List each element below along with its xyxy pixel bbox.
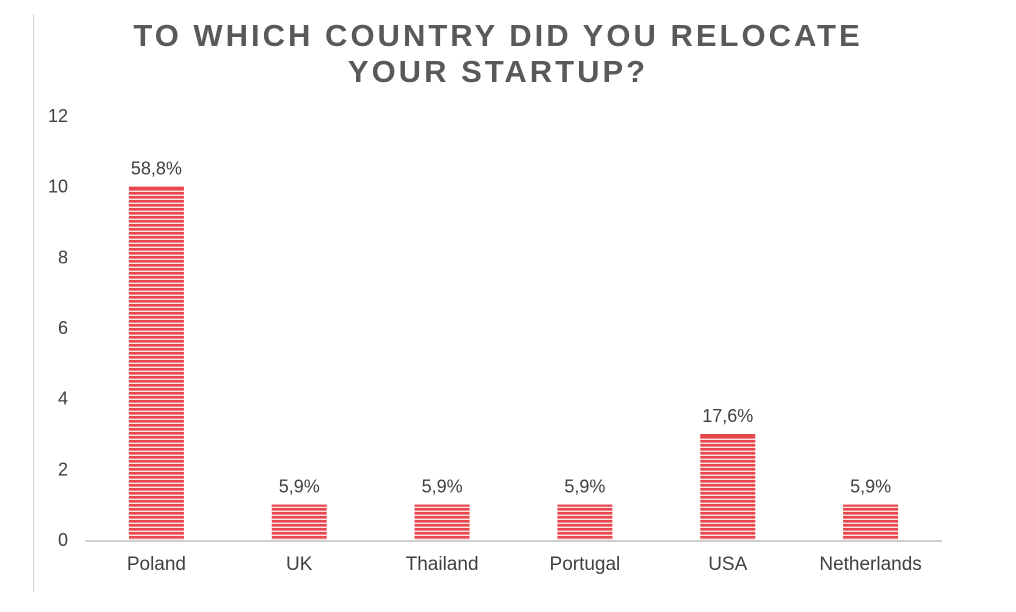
- x-tick-label-poland: Poland: [127, 554, 186, 575]
- bar-uk: [271, 504, 327, 540]
- y-tick-label-10: 10: [48, 177, 68, 197]
- chart-title-line-1: TO WHICH COUNTRY DID YOU RELOCATE: [133, 18, 863, 53]
- bar-top-edge-portugal: [557, 504, 613, 507]
- y-tick-label-4: 4: [58, 389, 68, 409]
- bar-top-edge-thailand: [414, 504, 470, 507]
- y-tick-label-0: 0: [58, 530, 68, 550]
- x-tick-label-portugal: Portugal: [550, 554, 621, 575]
- y-tick-label-2: 2: [58, 459, 68, 479]
- chart-title: TO WHICH COUNTRY DID YOU RELOCATE YOUR S…: [0, 18, 996, 90]
- y-tick-label-12: 12: [48, 106, 68, 126]
- data-label-poland: 58,8%: [131, 159, 182, 179]
- x-tick-label-thailand: Thailand: [406, 554, 479, 575]
- x-tick-label-netherlands: Netherlands: [819, 554, 921, 575]
- bars: 58,8% 5,9% 5,9% 5,9% 17,6% 5,9%: [128, 159, 899, 540]
- y-tick-label-6: 6: [58, 318, 68, 338]
- bar-portugal: [557, 504, 613, 540]
- data-label-uk: 5,9%: [279, 477, 320, 497]
- bar-top-edge-usa: [700, 434, 756, 436]
- x-tick-label-uk: UK: [286, 554, 313, 575]
- left-border-line: [33, 14, 34, 592]
- data-label-thailand: 5,9%: [422, 477, 463, 497]
- bar-usa: [700, 434, 756, 540]
- data-label-portugal: 5,9%: [564, 477, 605, 497]
- data-label-netherlands: 5,9%: [850, 477, 891, 497]
- y-axis: 0 2 4 6 8 10 12: [48, 106, 68, 550]
- y-tick-label-8: 8: [58, 247, 68, 267]
- bar-thailand: [414, 504, 470, 540]
- chart-title-line-2: YOUR STARTUP?: [347, 54, 649, 89]
- bar-top-edge-poland: [128, 186, 184, 189]
- x-axis: Poland UK Thailand Portugal USA Netherlands: [85, 540, 942, 575]
- x-tick-label-usa: USA: [708, 554, 747, 575]
- bar-netherlands: [843, 504, 899, 540]
- bar-top-edge-uk: [271, 504, 327, 507]
- bar-poland: [128, 186, 184, 540]
- bar-top-edge-netherlands: [843, 504, 899, 507]
- data-label-usa: 17,6%: [702, 406, 753, 426]
